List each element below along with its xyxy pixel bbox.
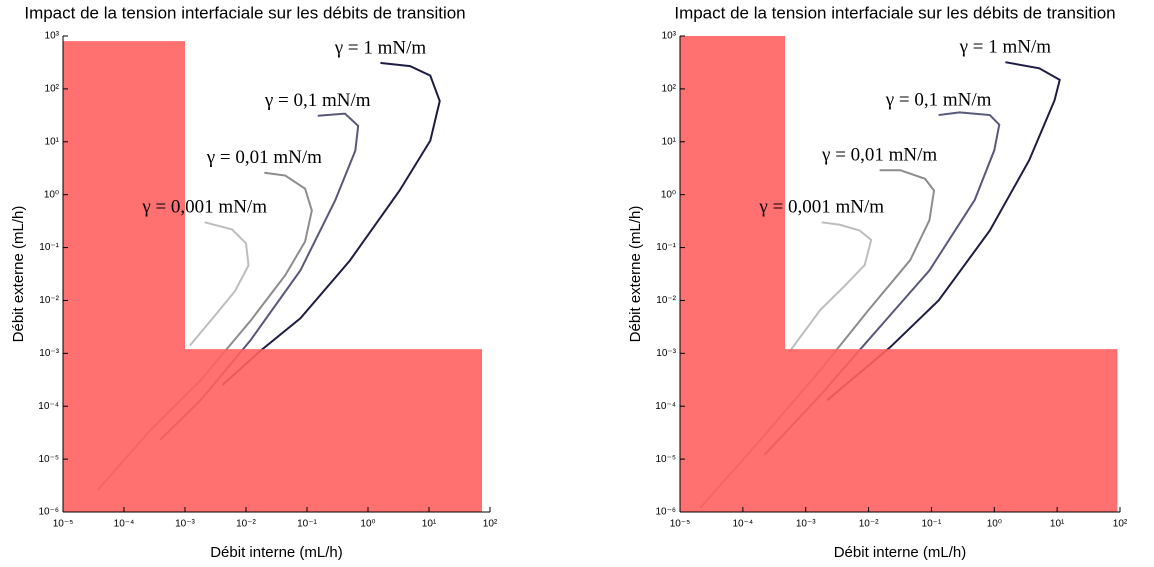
- y-tick-label: 10⁻²: [39, 295, 59, 306]
- curve-label: γ = 1 mN/m: [959, 37, 1052, 58]
- curve: [789, 221, 873, 352]
- curve: [221, 61, 441, 386]
- curve-label: γ = 0,001 mN/m: [758, 197, 884, 218]
- x-axis-title: Débit interne (mL/h): [210, 544, 343, 561]
- x-tick-label: 10⁰: [360, 519, 375, 530]
- y-tick-label: 10⁻⁶: [38, 507, 59, 518]
- y-tick-label: 10²: [45, 84, 60, 95]
- y-tick-label: 10⁻⁵: [655, 454, 676, 465]
- y-tick-label: 10⁻²: [656, 295, 676, 306]
- x-tick-label: 10⁻⁴: [733, 519, 754, 530]
- curve-label: γ = 0,001 mN/m: [141, 197, 267, 218]
- y-tick-label: 10³: [662, 31, 677, 42]
- x-tick-label: 10⁻⁵: [670, 519, 691, 530]
- x-tick-label: 10¹: [1050, 519, 1065, 530]
- x-tick-label: 10⁻¹: [922, 519, 942, 530]
- curve-label: γ = 0,01 mN/m: [206, 147, 322, 168]
- x-tick-label: 10⁻³: [796, 519, 816, 530]
- x-tick-label: 10²: [1113, 519, 1128, 530]
- curve: [189, 221, 250, 347]
- y-tick-label: 10⁰: [661, 189, 676, 200]
- shaded-region: [63, 41, 483, 513]
- chart: Impact de la tension interfaciale sur le…: [627, 3, 1128, 560]
- chart: Impact de la tension interfaciale sur le…: [10, 3, 498, 560]
- curve: [826, 61, 1061, 401]
- chart-title: Impact de la tension interfaciale sur le…: [24, 3, 465, 22]
- curve-label: γ = 0,01 mN/m: [821, 145, 937, 166]
- y-tick-label: 10⁻³: [656, 348, 676, 359]
- curve-label: γ = 0,1 mN/m: [264, 90, 371, 111]
- y-tick-label: 10²: [662, 84, 677, 95]
- y-tick-label: 10⁻⁶: [655, 507, 676, 518]
- x-tick-label: 10⁻²: [859, 519, 879, 530]
- x-tick-label: 10⁻⁴: [114, 519, 135, 530]
- x-tick-label: 10⁻³: [175, 519, 195, 530]
- y-tick-label: 10¹: [662, 136, 677, 147]
- y-tick-label: 10¹: [45, 136, 60, 147]
- curve-label: γ = 0,1 mN/m: [885, 89, 992, 110]
- y-axis-title: Débit externe (mL/h): [627, 206, 644, 343]
- y-tick-label: 10³: [45, 31, 60, 42]
- curve-label: γ = 1 mN/m: [334, 37, 427, 58]
- y-tick-label: 10⁰: [44, 189, 59, 200]
- y-tick-label: 10⁻¹: [39, 242, 59, 253]
- x-tick-label: 10⁰: [987, 519, 1002, 530]
- shaded-region: [680, 36, 1118, 512]
- y-axis-title: Débit externe (mL/h): [10, 206, 27, 343]
- x-tick-label: 10²: [483, 519, 498, 530]
- x-tick-label: 10¹: [422, 519, 437, 530]
- y-tick-label: 10⁻⁴: [655, 401, 676, 412]
- chart-title: Impact de la tension interfaciale sur le…: [674, 3, 1115, 22]
- y-tick-label: 10⁻¹: [656, 242, 676, 253]
- y-tick-label: 10⁻⁵: [38, 454, 59, 465]
- y-tick-label: 10⁻³: [39, 348, 59, 359]
- x-tick-label: 10⁻¹: [297, 519, 317, 530]
- x-tick-label: 10⁻²: [236, 519, 256, 530]
- x-tick-label: 10⁻⁵: [53, 519, 74, 530]
- x-axis-title: Débit interne (mL/h): [834, 544, 967, 561]
- y-tick-label: 10⁻⁴: [38, 401, 59, 412]
